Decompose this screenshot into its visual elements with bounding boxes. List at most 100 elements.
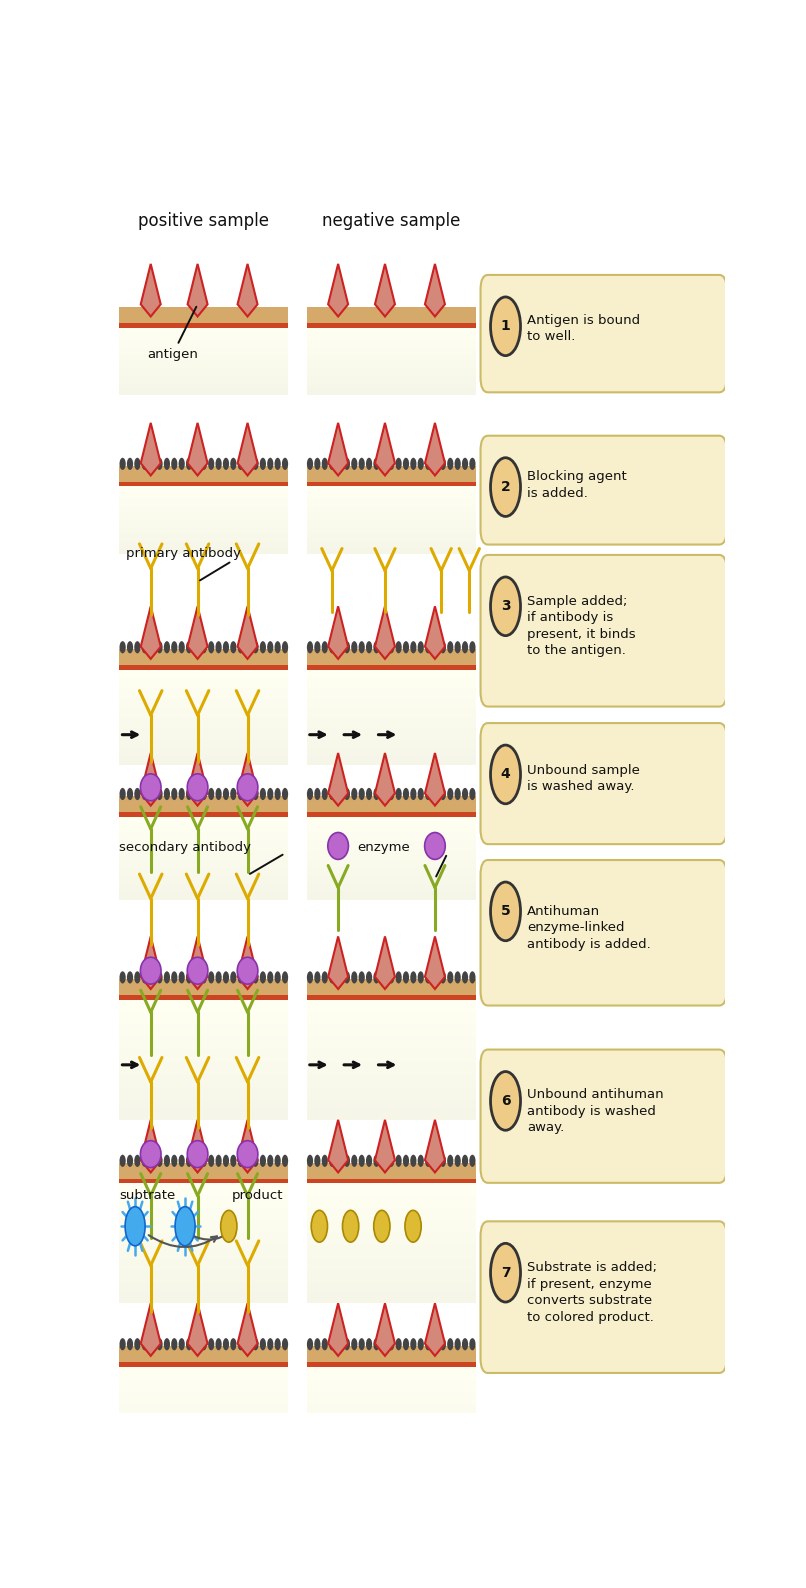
Circle shape [432,1339,438,1350]
Bar [307,1194,476,1199]
Circle shape [252,1154,259,1167]
Circle shape [432,972,438,983]
Bar [307,370,476,373]
Bar [307,1297,476,1304]
Bar [307,1269,476,1274]
Bar [119,495,289,499]
Bar [307,881,476,885]
Bar [119,994,289,999]
Bar [307,1382,476,1386]
Bar [119,483,289,486]
Bar [119,326,289,330]
Bar [307,831,476,835]
Bar [307,1361,476,1366]
Bar [307,330,476,335]
Bar [307,730,476,735]
Circle shape [245,1339,251,1350]
Circle shape [322,1154,328,1167]
Bar [307,357,476,360]
Bar [307,875,476,880]
Bar [307,524,476,527]
Circle shape [238,642,244,653]
Bar [307,380,476,383]
Bar [119,1285,289,1291]
Bar [119,1474,289,1478]
Bar [307,826,476,829]
Circle shape [149,1339,156,1350]
Circle shape [208,972,214,983]
Circle shape [201,972,207,983]
Bar [307,530,476,535]
Bar [307,391,476,395]
Bar [119,322,289,327]
Bar [307,1031,476,1037]
Bar [307,1015,476,1019]
Polygon shape [328,422,348,475]
Ellipse shape [140,1140,161,1167]
Bar [119,481,289,486]
Circle shape [222,972,229,983]
Bar [119,1248,289,1253]
Bar [119,1451,289,1458]
Bar [119,751,289,756]
Bar [307,858,476,862]
Circle shape [322,642,328,653]
Bar [119,1443,289,1450]
Circle shape [127,1339,133,1350]
Circle shape [260,1154,266,1167]
Polygon shape [188,753,208,805]
Bar [307,1240,476,1245]
Bar [307,492,476,495]
Text: enzyme: enzyme [357,842,409,854]
Bar [307,1073,476,1078]
Circle shape [149,457,156,470]
Circle shape [344,457,350,470]
Bar [307,1197,476,1204]
Circle shape [193,1154,200,1167]
Circle shape [366,1154,372,1167]
Polygon shape [188,1304,208,1356]
Bar [119,757,289,762]
FancyBboxPatch shape [480,1050,727,1183]
Circle shape [359,1154,365,1167]
Polygon shape [238,422,258,475]
Circle shape [215,972,222,983]
Circle shape [462,457,468,470]
Circle shape [252,642,259,653]
Bar [307,1162,476,1178]
Bar [119,754,289,759]
Circle shape [260,788,266,800]
Circle shape [455,1154,461,1167]
Circle shape [307,972,313,983]
Polygon shape [425,1304,445,1356]
Bar [119,670,289,675]
Polygon shape [328,1304,348,1356]
Bar [307,1002,476,1008]
Bar [307,748,476,751]
Circle shape [135,788,140,800]
Bar [119,356,289,359]
Bar [307,1431,476,1437]
Bar [307,1469,476,1474]
Bar [307,1186,476,1191]
Bar [119,1386,289,1391]
Circle shape [231,457,236,470]
Bar [119,335,289,340]
Bar [119,1002,289,1008]
Circle shape [275,642,280,653]
Bar [119,1256,289,1262]
Circle shape [245,457,251,470]
Circle shape [447,457,454,470]
Circle shape [307,1339,313,1350]
Bar [119,1194,289,1199]
Bar [119,1189,289,1196]
Circle shape [127,972,133,983]
Bar [307,372,476,375]
Circle shape [351,642,357,653]
Circle shape [403,788,409,800]
Bar [119,505,289,508]
Bar [307,703,476,708]
Circle shape [396,1154,401,1167]
Polygon shape [141,422,160,475]
Bar [307,737,476,742]
